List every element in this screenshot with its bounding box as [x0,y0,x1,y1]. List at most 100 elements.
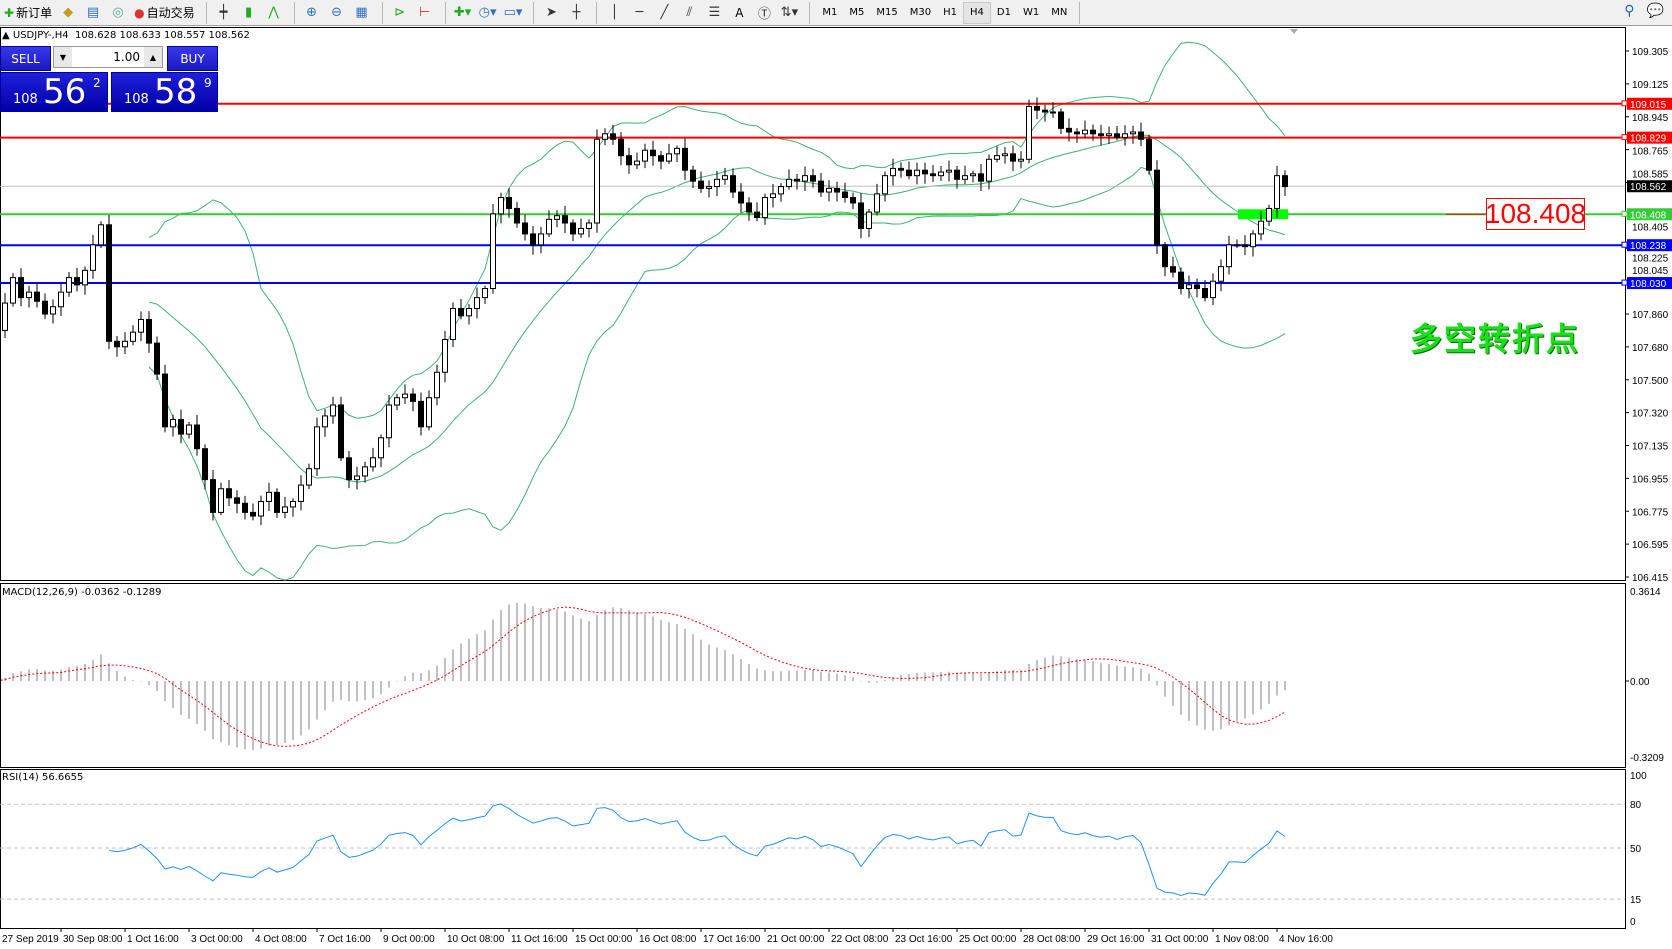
price-tick-label: 108.945 [1632,113,1669,124]
level-handle [1621,279,1628,286]
candle-body [66,277,72,293]
equidistant-channel-icon[interactable]: ⫽ [686,5,693,20]
timeframe-m15[interactable]: M15 [876,7,898,18]
candlestick-icon[interactable]: ▮ [245,5,253,20]
lot-increase-button[interactable]: ▲ [144,47,162,67]
timeframe-bar: M1 M5 M15 M30 H1 H4 D1 W1 MN [816,1,1073,24]
candle-body [650,149,656,157]
candle-body [74,277,80,286]
bar-chart-icon[interactable]: ┿ [219,5,228,20]
price-tick-label: 106.595 [1632,540,1669,551]
separator [381,1,383,24]
rsi-tick-label: 100 [1630,771,1647,782]
data-window-icon[interactable]: ▤ [86,5,100,20]
candle-body [802,175,808,182]
level-price-text: 108.829 [1630,134,1667,145]
candle-body [234,497,240,504]
market-watch-icon[interactable]: ◆ [63,5,74,20]
candle-body [498,197,504,215]
candle-body [378,437,384,459]
autoscroll-icon[interactable]: ⊳ [394,5,406,20]
cursor-icon[interactable]: ➤ [545,5,557,20]
timeframe-w1[interactable]: W1 [1022,7,1040,18]
lot-size-field[interactable]: ▼ 1.00 ▲ [53,46,163,68]
timeframe-m30[interactable]: M30 [909,7,932,18]
horizontal-line-icon[interactable]: ─ [635,5,644,20]
lot-value[interactable]: 1.00 [113,50,140,64]
turning-point-note[interactable]: 多空转折点 [1410,320,1581,358]
candle-body [250,511,256,517]
chart-shift-icon[interactable]: ⊢ [418,5,431,20]
candle-body [386,404,392,439]
zoom-out-icon[interactable]: ⊖ [331,5,343,20]
candle-body [522,222,528,235]
arrows-icon[interactable]: ⇅▾ [780,5,799,20]
lot-decrease-button[interactable]: ▼ [54,47,72,67]
line-chart-icon[interactable]: ⋀ [268,5,279,20]
candle-body [2,302,8,331]
sell-button[interactable]: SELL [0,46,51,71]
price-tick-label: 106.955 [1632,474,1669,485]
candle-body [858,202,864,229]
toolbar: ✚ 新订单 ◆ ▤ ◎ ● 自动交易 ┿ ▮ ⋀ ⊕ ⊖ ▦ ⊳ ⊢ ✚▾ ◷▾ ▭… [0,0,1672,26]
candle-body [850,197,856,204]
candle-body [1090,129,1096,135]
timeframe-h1[interactable]: H1 [943,7,957,18]
candle-body [882,175,888,195]
price-tick-label: 109.125 [1632,80,1669,91]
time-tick-label: 27 Sep 2019 [2,934,59,945]
chat-icon[interactable]: 💬 [1646,3,1664,19]
periods-icon[interactable]: ◷▾ [478,5,497,20]
text-label-icon[interactable]: Ⓣ [757,7,771,22]
candle-body [306,468,312,486]
indicators-icon[interactable]: ✚▾ [453,5,472,20]
auto-trading-label: 自动交易 [146,6,195,20]
zoom-in-icon[interactable]: ⊕ [306,5,318,20]
candle-body [890,167,896,177]
time-tick-label: 30 Sep 08:00 [63,934,123,945]
new-order-button[interactable]: ✚ 新订单 [2,2,54,24]
candle-body [738,191,744,204]
candle-body [418,400,424,428]
price-annotation-label[interactable]: 108.408 [1484,198,1587,230]
auto-trading-button[interactable]: ● 自动交易 [132,2,197,24]
navigator-icon[interactable]: ◎ [112,5,124,20]
candle-body [402,393,408,399]
candle-body [114,340,120,348]
search-icon[interactable]: ⚲ [1624,3,1635,19]
buy-button[interactable]: BUY [167,46,218,71]
timeframe-d1[interactable]: D1 [996,7,1011,18]
timeframe-mn[interactable]: MN [1051,7,1068,18]
tile-windows-icon[interactable]: ▦ [355,5,368,20]
buy-price[interactable]: 108 58 9 [111,72,218,112]
sell-price[interactable]: 108 56 2 [0,72,108,112]
candle-body [546,218,552,235]
vertical-line-icon[interactable]: │ [610,5,619,20]
fibonacci-icon[interactable]: ☰ [708,5,721,20]
timeframe-h4[interactable]: H4 [963,1,991,24]
candle-body [1162,244,1168,268]
timeframe-m1[interactable]: M1 [822,7,838,18]
trendline-icon[interactable]: ╱ [660,5,669,20]
candle-body [274,491,280,513]
crosshair-icon[interactable]: ┼ [572,5,581,20]
candle-body [1202,288,1208,299]
auto-trading-icon: ● [134,5,145,20]
candle-body [50,306,56,315]
candle-body [10,277,16,304]
candle-body [786,178,792,188]
candle-body [154,342,160,375]
candle-body [370,457,376,468]
candle-body [1138,131,1144,140]
text-icon[interactable]: A [735,5,744,20]
time-tick-label: 4 Oct 08:00 [255,934,307,945]
candle-body [42,300,48,315]
candle-body [434,371,440,399]
buy-price-pips: 58 [154,72,198,112]
templates-icon[interactable]: ▭▾ [503,5,523,20]
candle-body [698,180,704,189]
sell-price-fraction: 2 [93,76,101,90]
timeframe-m5[interactable]: M5 [849,7,865,18]
buy-price-fraction: 9 [204,76,212,90]
